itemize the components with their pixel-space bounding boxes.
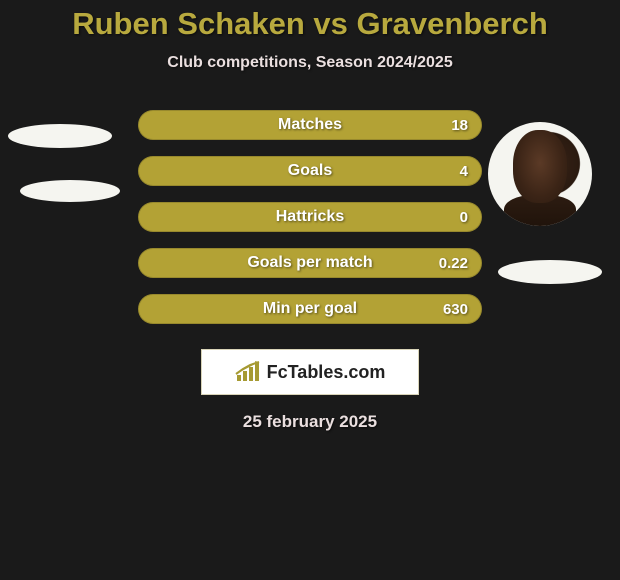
stat-value: 18 [451, 117, 468, 134]
page-subtitle: Club competitions, Season 2024/2025 [0, 54, 620, 72]
stat-label: Goals per match [247, 254, 372, 272]
player-left-shape-1 [8, 124, 112, 148]
stat-label: Matches [278, 116, 342, 134]
date-text: 25 february 2025 [0, 412, 620, 432]
stat-row-hattricks: Hattricks 0 [138, 202, 482, 232]
stat-row-gpm: Goals per match 0.22 [138, 248, 482, 278]
player-left-shape-2 [20, 180, 120, 202]
brand-text: FcTables.com [267, 362, 386, 383]
brand-logo-box: FcTables.com [202, 350, 418, 394]
stat-label: Min per goal [263, 300, 357, 318]
player-right-shape-1 [498, 260, 602, 284]
stat-label: Hattricks [276, 208, 344, 226]
player-right-portrait [488, 122, 592, 226]
stat-value: 0 [460, 209, 468, 226]
chart-icon [235, 361, 261, 383]
page-title: Ruben Schaken vs Gravenberch [0, 0, 620, 42]
stat-value: 0.22 [439, 255, 468, 272]
stat-row-mpg: Min per goal 630 [138, 294, 482, 324]
stat-row-matches: Matches 18 [138, 110, 482, 140]
stat-value: 4 [460, 163, 468, 180]
stat-row-goals: Goals 4 [138, 156, 482, 186]
player-right-avatar [488, 122, 592, 226]
stat-label: Goals [288, 162, 332, 180]
stat-value: 630 [443, 301, 468, 318]
